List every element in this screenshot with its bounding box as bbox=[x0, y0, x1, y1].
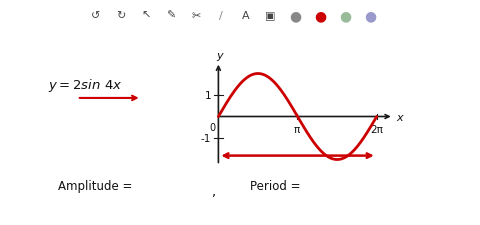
Text: ●: ● bbox=[364, 9, 377, 23]
Text: ✎: ✎ bbox=[166, 11, 176, 21]
Text: ●: ● bbox=[339, 9, 352, 23]
Text: 1: 1 bbox=[204, 91, 211, 101]
Text: 2π: 2π bbox=[370, 125, 383, 135]
Text: x: x bbox=[396, 112, 403, 122]
Text: ,: , bbox=[211, 185, 216, 198]
Text: /: / bbox=[219, 11, 223, 21]
Text: A: A bbox=[242, 11, 250, 21]
Text: -1: -1 bbox=[201, 133, 211, 143]
Text: $y = 2\mathit{sin}\ 4x$: $y = 2\mathit{sin}\ 4x$ bbox=[48, 76, 122, 93]
Text: ●: ● bbox=[314, 9, 327, 23]
Text: Amplitude =: Amplitude = bbox=[58, 180, 132, 193]
Text: ↻: ↻ bbox=[116, 11, 126, 21]
Text: ↖: ↖ bbox=[141, 11, 151, 21]
Text: y: y bbox=[216, 51, 223, 61]
Text: ✂: ✂ bbox=[191, 11, 201, 21]
Text: ▣: ▣ bbox=[265, 11, 276, 21]
Text: Period =: Period = bbox=[250, 180, 300, 193]
Text: 0: 0 bbox=[210, 123, 216, 133]
Text: ↺: ↺ bbox=[91, 11, 101, 21]
Text: ●: ● bbox=[289, 9, 302, 23]
Text: π: π bbox=[294, 125, 300, 135]
